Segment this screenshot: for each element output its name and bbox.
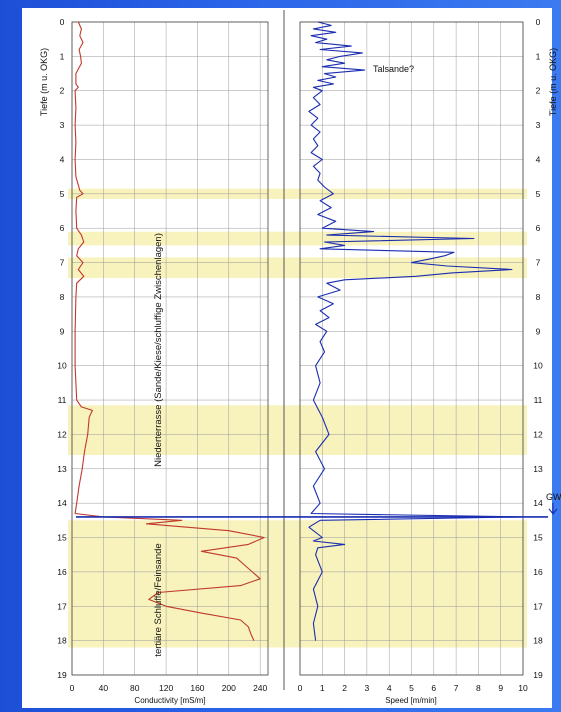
left-depth-tick-label: 14 [57,498,67,508]
annotation-talsande: Talsande? [373,64,414,74]
annotation-tertiaer: tertiäre Schluffe/Feinsande [153,543,164,656]
right-depth-tick-label: 13 [533,464,543,474]
left-depth-tick-label: 6 [60,223,65,233]
right-depth-tick-label: 4 [536,154,541,164]
conductivity-tick-label: 0 [70,683,75,693]
right-depth-tick-label: 10 [533,361,543,371]
speed-tick-label: 0 [298,683,303,693]
left-depth-tick-label: 11 [58,395,67,405]
speed-tick-label: 9 [498,683,503,693]
right-depth-tick-label: 17 [533,601,543,611]
speed-axis-label: Speed [m/min] [385,696,437,705]
conductivity-tick-label: 120 [159,683,173,693]
left-depth-tick-label: 0 [60,17,65,27]
speed-tick-label: 5 [409,683,414,693]
speed-tick-label: 3 [365,683,370,693]
speed-tick-label: 2 [342,683,347,693]
conductivity-tick-label: 160 [190,683,204,693]
left-depth-tick-label: 10 [57,361,67,371]
highlight-band [68,257,527,279]
highlight-band [68,520,527,648]
right-y-axis-label: Tiefe (m u. OKG) [548,48,558,116]
right-depth-tick-label: 11 [534,395,543,405]
conductivity-grid [71,21,269,676]
left-depth-tick-label: 12 [57,429,67,439]
left-depth-tick-label: 5 [60,189,65,199]
left-depth-tick-label: 7 [60,258,65,268]
left-y-axis-label: Tiefe (m u. OKG) [39,48,49,116]
right-depth-tick-label: 5 [536,189,541,199]
right-depth-tick-label: 12 [533,429,543,439]
right-depth-tick-label: 2 [536,86,541,96]
data-series [74,21,524,641]
right-depth-tick-label: 7 [536,258,541,268]
highlight-band [68,188,527,199]
left-depth-tick-label: 16 [57,567,67,577]
speed-tick-label: 8 [476,683,481,693]
speed-series-line [308,21,524,641]
left-depth-tick-label: 13 [57,464,67,474]
right-depth-tick-label: 0 [536,17,541,27]
left-depth-tick-label: 17 [57,601,67,611]
right-depth-tick-label: 16 [533,567,543,577]
left-depth-tick-label: 3 [60,120,65,130]
right-depth-tick-label: 1 [536,51,541,61]
right-depth-tick-label: 9 [536,326,541,336]
left-depth-tick-label: 9 [60,326,65,336]
conductivity-frame [71,21,269,676]
conductivity-axis-label: Conductivity [mS/m] [134,696,205,705]
highlight-band [68,231,527,246]
right-depth-tick-label: 15 [533,533,543,543]
speed-tick-label: 10 [518,683,528,693]
speed-tick-label: 1 [320,683,325,693]
left-depth-tick-label: 15 [57,533,67,543]
conductivity-tick-label: 80 [130,683,140,693]
groundwater-arrow-icon [548,502,558,515]
right-depth-tick-label: 18 [533,636,543,646]
groundwater-label: GW [546,492,561,502]
right-depth-tick-label: 8 [536,292,541,302]
conductivity-series-line [74,21,265,641]
highlight-bands [68,188,527,648]
speed-grid [283,10,524,690]
conductivity-tick-label: 240 [253,683,267,693]
highlight-band [68,405,527,456]
right-depth-tick-label: 6 [536,223,541,233]
right-depth-tick-label: 14 [533,498,543,508]
left-depth-tick-label: 2 [60,86,65,96]
conductivity-tick-label: 200 [222,683,236,693]
right-depth-tick-label: 3 [536,120,541,130]
speed-frame [299,21,524,676]
left-depth-tick-label: 18 [57,636,67,646]
speed-tick-label: 7 [454,683,459,693]
speed-tick-label: 6 [431,683,436,693]
annotation-niederterrasse: Niederterrasse (Sande/Kiese/schluffige Z… [153,233,164,467]
left-depth-tick-label: 4 [60,154,65,164]
left-depth-tick-label: 19 [57,670,67,680]
speed-tick-label: 4 [387,683,392,693]
left-depth-tick-label: 8 [60,292,65,302]
conductivity-tick-label: 40 [99,683,109,693]
right-depth-tick-label: 19 [533,670,543,680]
left-depth-tick-label: 1 [60,51,65,61]
